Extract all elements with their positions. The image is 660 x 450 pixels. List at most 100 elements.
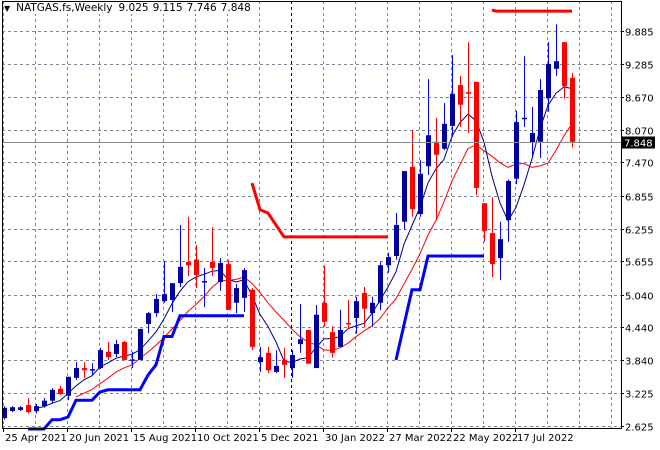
candle xyxy=(26,397,31,414)
candle-body xyxy=(570,77,575,142)
candle xyxy=(362,286,367,327)
candle-body xyxy=(338,329,343,347)
candle xyxy=(338,309,343,348)
close-value: 7.848 xyxy=(220,2,251,14)
candle xyxy=(410,129,415,217)
candle-body xyxy=(122,341,127,360)
y-tick-label: 9.285 xyxy=(625,61,654,72)
candle xyxy=(266,346,271,373)
candle xyxy=(426,79,431,175)
candle xyxy=(138,328,143,360)
slow-moving-average-line xyxy=(75,123,573,398)
candle xyxy=(378,261,383,310)
candle-body xyxy=(130,359,135,361)
candle-body xyxy=(250,289,255,347)
candle xyxy=(546,42,551,112)
candle-body xyxy=(74,368,79,378)
high-value: 9.115 xyxy=(152,2,183,14)
candle xyxy=(522,56,527,128)
candle-body xyxy=(434,141,439,155)
candle xyxy=(474,81,479,196)
candle xyxy=(506,179,511,242)
candle xyxy=(418,160,423,217)
candle-body xyxy=(322,302,327,322)
candle xyxy=(218,258,223,291)
candle-body xyxy=(194,259,199,276)
candle xyxy=(146,312,151,334)
y-tick-label: 8.670 xyxy=(625,94,654,105)
candle-body xyxy=(218,263,223,283)
candle xyxy=(498,221,503,280)
dropdown-triangle-icon[interactable]: ▼ xyxy=(4,3,11,13)
candle xyxy=(290,350,295,378)
candle xyxy=(154,294,159,317)
candle-body xyxy=(274,365,279,372)
candle-body xyxy=(154,298,159,314)
candle-body xyxy=(538,90,543,142)
candle xyxy=(314,304,319,369)
candle-body xyxy=(186,261,191,266)
candle-body xyxy=(362,292,367,309)
y-tick-label: 2.625 xyxy=(625,423,654,434)
candle-body xyxy=(42,400,47,407)
candle xyxy=(394,212,399,260)
candle-body xyxy=(522,117,527,120)
candle-body xyxy=(170,283,175,301)
candle xyxy=(554,24,559,76)
y-tick-label: 5.655 xyxy=(625,258,654,269)
candle-body xyxy=(90,369,95,371)
candle-body xyxy=(82,368,87,371)
candle-body xyxy=(66,376,71,396)
candle xyxy=(18,406,23,412)
x-tick-label: 27 Mar 2022 xyxy=(389,433,452,444)
candle xyxy=(106,341,111,360)
candle-body xyxy=(330,332,335,353)
candle-body xyxy=(178,266,183,284)
candle xyxy=(226,259,231,310)
x-tick-label: 22 May 2022 xyxy=(453,433,518,444)
candle xyxy=(354,296,359,334)
candle-body xyxy=(202,281,207,283)
candle-body xyxy=(162,294,167,302)
plot-frame xyxy=(2,1,622,429)
candle-body xyxy=(10,407,15,412)
candle xyxy=(458,75,463,128)
candle-body xyxy=(442,123,447,149)
candle xyxy=(450,55,455,137)
candle-body xyxy=(138,328,143,360)
candle xyxy=(242,267,247,313)
x-tick-label: 20 Jun 2021 xyxy=(69,433,129,444)
candle-body xyxy=(466,92,471,94)
x-tick-label: 17 Jul 2022 xyxy=(517,433,574,444)
symbol-timeframe: NATGAS.fs,Weekly xyxy=(16,2,113,14)
candle xyxy=(386,252,391,273)
candle xyxy=(562,42,567,99)
ohlc-readout: 9.025 9.115 7.746 7.848 xyxy=(119,2,255,14)
current-price-label: 7.848 xyxy=(624,139,653,150)
candle-body xyxy=(266,352,271,371)
candle-body xyxy=(146,313,151,324)
candle-body xyxy=(234,288,239,303)
candle-body xyxy=(370,302,375,314)
x-tick-label: 15 Aug 2021 xyxy=(133,433,197,444)
candle xyxy=(42,397,47,408)
candle-body xyxy=(410,166,415,210)
candle-body xyxy=(530,133,535,143)
candle xyxy=(10,406,15,413)
candle-body xyxy=(242,270,247,298)
y-tick-label: 8.070 xyxy=(625,127,654,138)
candle xyxy=(434,117,439,221)
candle-body xyxy=(346,322,351,325)
candle-body xyxy=(290,354,295,369)
candle-body xyxy=(226,264,231,310)
candle-body xyxy=(378,265,383,303)
candle xyxy=(490,197,495,278)
candle-body xyxy=(282,359,287,365)
support-line xyxy=(28,314,244,431)
candle-body xyxy=(106,351,111,358)
chart-header: ▼ NATGAS.fs,Weekly 9.025 9.115 7.746 7.848 xyxy=(4,2,257,14)
candle xyxy=(186,216,191,277)
candle-body xyxy=(386,257,391,266)
candle xyxy=(530,106,535,159)
